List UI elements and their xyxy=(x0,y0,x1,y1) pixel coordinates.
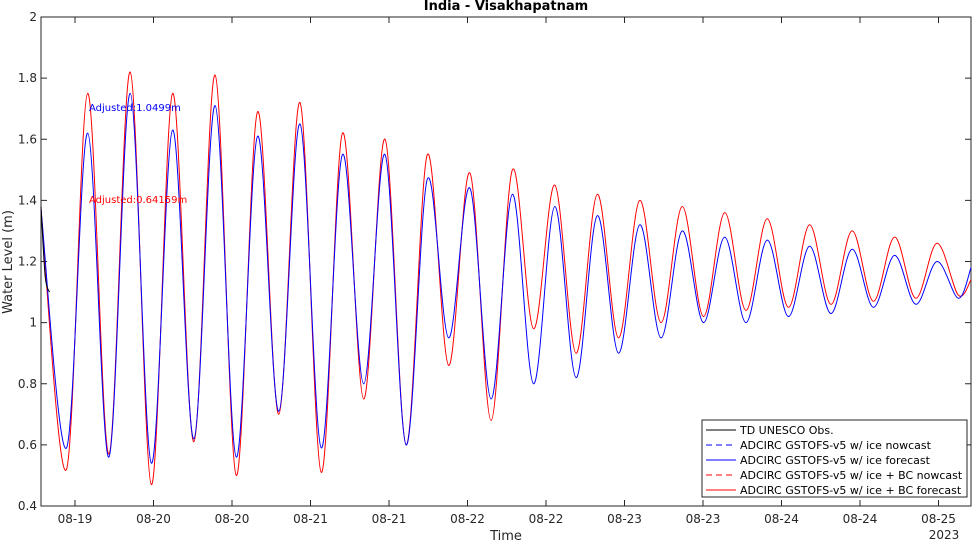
annotation-red: Adjusted:0.64159m xyxy=(89,195,187,206)
y-axis: 0.4 0.6 0.8 1 1.2 1.4 1.6 1.8 2 xyxy=(18,10,971,513)
x-tick-label: 08-22 xyxy=(529,512,564,526)
legend-label: ADCIRC GSTOFS-v5 w/ ice forecast xyxy=(740,454,931,467)
x-tick-label: 08-20 xyxy=(215,512,250,526)
legend-label: ADCIRC GSTOFS-v5 w/ ice + BC forecast xyxy=(740,484,962,497)
y-tick-label: 2 xyxy=(29,10,37,24)
y-axis-label: Water Level (m) xyxy=(1,210,16,314)
legend-label: TD UNESCO Obs. xyxy=(739,424,834,437)
x-tick-label: 08-24 xyxy=(843,512,878,526)
y-tick-label: 1.6 xyxy=(18,132,37,146)
legend-box xyxy=(701,419,968,498)
y-tick-label: 0.4 xyxy=(18,499,37,513)
x-tick-year: 2023 xyxy=(929,528,960,541)
x-tick-label: 08-19 xyxy=(58,512,93,526)
x-tick-label: 08-23 xyxy=(686,512,721,526)
y-tick-label: 1.2 xyxy=(18,255,37,269)
x-tick-label: 08-25 xyxy=(921,512,956,526)
series-layer xyxy=(40,71,972,486)
x-tick-label: 08-22 xyxy=(450,512,485,526)
series-line-0 xyxy=(40,206,50,293)
y-tick-label: 1.8 xyxy=(18,71,37,85)
chart-title: India - Visakhapatnam xyxy=(424,0,588,14)
y-tick-label: 1 xyxy=(29,316,37,330)
x-tick-label: 08-23 xyxy=(607,512,642,526)
x-tick-label: 08-20 xyxy=(136,512,171,526)
series-line-2 xyxy=(40,92,972,464)
x-tick-label: 08-21 xyxy=(372,512,407,526)
legend-label: ADCIRC GSTOFS-v5 w/ ice + BC nowcast xyxy=(740,469,963,482)
series-line-4 xyxy=(40,71,972,486)
x-tick-label: 08-21 xyxy=(293,512,328,526)
y-tick-label: 0.6 xyxy=(18,438,37,452)
legend-label: ADCIRC GSTOFS-v5 w/ ice nowcast xyxy=(740,439,932,452)
y-tick-label: 0.8 xyxy=(18,377,37,391)
annotation-blue: Adjusted:1.0499m xyxy=(89,103,181,114)
x-axis-label: Time xyxy=(489,529,522,541)
y-tick-label: 1.4 xyxy=(18,193,37,207)
x-tick-label: 08-24 xyxy=(764,512,799,526)
x-axis: 08-19 08-20 08-20 08-21 08-21 08-22 08-22 08-23… xyxy=(58,17,956,526)
legend: TD UNESCO Obs. ADCIRC GSTOFS-v5 w/ ice no… xyxy=(701,419,968,498)
